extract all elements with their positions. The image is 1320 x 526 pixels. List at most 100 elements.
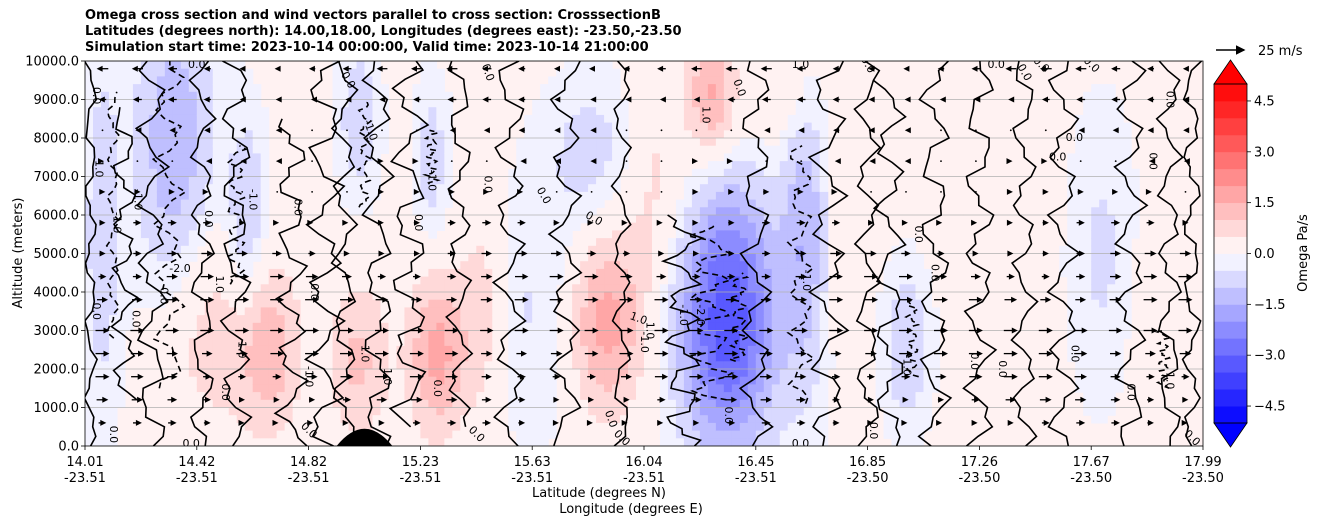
field-cell [100,276,110,285]
field-cell [899,438,909,446]
field-cell [220,153,230,162]
field-cell [92,61,102,70]
field-cell [963,114,973,124]
field-cell [1107,122,1116,131]
field-cell [356,315,366,324]
field-cell [348,392,358,401]
field-cell [739,230,749,239]
field-cell [1075,353,1084,362]
field-cell [1075,253,1084,262]
field-cell [524,168,533,178]
field-cell [244,299,254,308]
field-cell [308,299,318,308]
field-cell [156,292,166,301]
field-cell [1019,99,1028,108]
field-cell [819,238,829,247]
field-cell [675,84,685,93]
field-cell [715,268,725,278]
field-cell [691,238,701,247]
field-cell [1067,276,1076,285]
field-cell [508,384,517,393]
field-cell [148,199,158,208]
field-cell [532,138,541,147]
field-cell [620,138,629,147]
field-cell [132,268,142,278]
field-cell [1155,284,1164,293]
field-cell [683,230,693,239]
field-cell [636,114,645,124]
field-cell [564,153,573,162]
field-cell [108,61,118,70]
field-cell [164,430,174,439]
field-cell [508,322,517,332]
field-cell [939,99,949,108]
field-cell [779,238,789,247]
field-cell [755,99,765,108]
field-cell [1083,184,1092,193]
field-cell [428,153,437,162]
field-cell [843,330,853,339]
field-cell [787,299,797,308]
field-cell [116,292,126,301]
wind-vector-head [203,65,210,72]
field-cell [540,91,549,101]
field-cell [1107,268,1116,278]
field-cell [636,376,645,385]
field-cell [348,245,358,255]
field-cell [292,338,302,347]
field-cell [492,245,501,255]
field-cell [156,238,166,247]
field-cell [1179,292,1188,301]
field-cell [212,199,222,208]
field-cell [172,107,182,116]
field-cell [620,238,629,247]
field-cell [771,376,781,385]
field-cell [548,345,557,355]
field-cell [1099,222,1108,231]
field-cell [1187,330,1196,339]
field-cell [252,407,262,416]
field-cell [428,84,437,93]
field-cell [1171,422,1180,432]
field-cell [923,276,933,285]
field-cell [364,199,374,208]
field-cell [1123,322,1132,332]
field-cell [340,361,350,370]
field-cell [100,176,110,185]
field-cell [164,230,174,239]
field-cell [715,84,725,93]
field-cell [612,91,621,101]
field-cell [803,376,813,385]
field-cell [819,376,829,385]
field-cell [691,176,701,185]
field-cell [260,345,270,355]
field-cell [108,369,118,378]
field-cell [148,61,158,70]
field-cell [755,384,765,393]
field-cell [420,353,429,362]
field-cell [180,122,190,131]
field-cell [108,292,118,301]
field-cell [236,353,246,362]
field-cell [675,99,685,108]
field-cell [779,292,789,301]
field-cell [1139,292,1148,301]
field-cell [196,99,206,108]
field-cell [1187,322,1196,332]
field-cell [372,168,382,178]
field-cell [588,322,597,332]
field-cell [675,322,685,332]
field-cell [651,114,661,124]
field-cell [1179,268,1188,278]
field-cell [1155,261,1164,270]
field-cell [795,138,805,147]
field-cell [1083,168,1092,178]
field-cell [588,107,597,116]
field-cell [1171,230,1180,239]
field-cell [372,114,382,124]
field-cell [907,307,917,316]
field-cell [715,191,725,201]
field-cell [907,438,917,446]
field-cell [659,199,669,208]
field-cell [276,369,286,378]
